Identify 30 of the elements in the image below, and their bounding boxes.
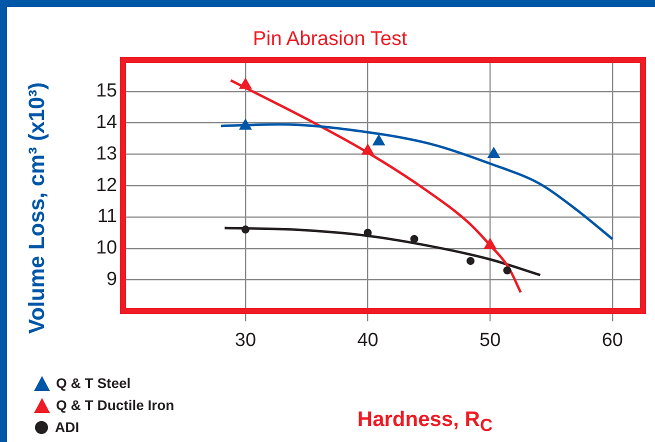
legend-label: ADI: [55, 419, 80, 435]
line-series: [223, 226, 542, 276]
line-series: [220, 123, 614, 240]
y-tick-label: 11: [97, 206, 118, 228]
x-tick-label: 40: [357, 330, 378, 351]
y-tick-label: 10: [96, 238, 118, 259]
legend-label: Q & T Steel: [56, 375, 131, 391]
chart-title: Pin Abrasion Test: [252, 28, 408, 51]
y-axis-title: Volume Loss, cm³ (x10³): [24, 81, 50, 336]
x-tick-label: 50: [480, 330, 501, 351]
line-series: [230, 79, 522, 294]
x-tick-label: 60: [602, 330, 623, 351]
point: [362, 144, 374, 155]
y-tick-label: 13: [96, 143, 118, 164]
point: [466, 256, 475, 265]
point: [488, 147, 500, 158]
y-tick-label: 15: [96, 80, 118, 102]
point: [239, 118, 252, 130]
point: [503, 266, 512, 274]
x-axis-title: Hardness, R$_{C}$: [356, 408, 494, 436]
point: [239, 78, 252, 89]
point: [410, 234, 418, 243]
point: [241, 226, 250, 234]
point: [372, 134, 385, 146]
legend-label: Q & T Ductile Iron: [56, 397, 174, 413]
y-tick-label: 9: [106, 269, 118, 290]
point: [484, 238, 496, 250]
x-tick-label: 30: [234, 330, 256, 351]
y-tick-label: 14: [96, 112, 118, 134]
y-tick-label: 12: [96, 174, 118, 196]
